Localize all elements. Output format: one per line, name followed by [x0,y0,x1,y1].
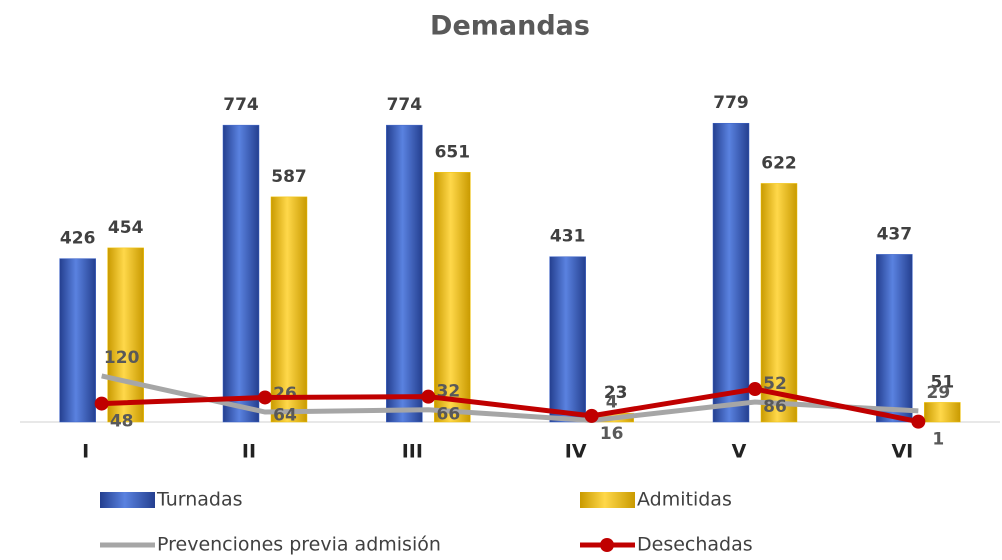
data-label: 26 [273,384,297,404]
data-label: 51 [930,372,954,392]
legend-label: Turnadas [156,489,243,511]
legend-swatch [580,492,635,508]
line [101,386,919,425]
data-label: 29 [926,383,950,403]
legend-swatch [100,492,155,508]
bar [270,196,308,423]
x-tick-label: IV [565,441,587,463]
legend-swatch [600,538,614,552]
line [101,373,919,423]
data-label: 774 [223,95,259,115]
x-tick-label: V [732,441,747,463]
data-label: 454 [108,218,144,238]
data-label: 779 [713,93,749,113]
legend-label: Prevenciones previa admisión [157,534,441,556]
x-tick-label: VI [891,441,913,463]
bar [222,124,260,423]
bar [434,172,471,423]
data-label: 774 [387,95,423,115]
line-point [748,382,762,397]
data-label: 1 [932,430,944,450]
data-label: 431 [550,227,586,247]
data-label: 86 [763,397,787,417]
data-label: 23 [604,383,628,403]
bar [876,254,913,423]
data-label: 437 [877,224,913,244]
data-label: 587 [271,167,307,187]
line-point [911,414,926,429]
legend-label: Admitidas [637,489,732,511]
data-label: 52 [763,374,787,394]
data-label: 651 [435,142,471,162]
chart-title: Demandas [430,11,590,42]
x-tick-label: II [242,441,256,463]
data-label: 48 [110,412,134,432]
bar [107,247,144,423]
data-label: 426 [60,229,96,249]
line-point [94,396,109,411]
data-label: 622 [761,153,797,173]
legend-label: Desechadas [637,534,753,556]
bar [386,124,423,423]
bar [712,122,750,423]
bar [924,402,961,423]
x-tick-label: I [82,441,89,463]
data-label: 16 [600,424,624,444]
bar [59,258,96,423]
data-label: 66 [436,405,460,425]
bar [549,256,586,423]
line-point [258,390,272,405]
line-point [421,389,436,404]
data-label: 64 [273,405,297,425]
data-label: 4 [606,392,618,412]
line-point [584,408,599,423]
x-tick-label: III [402,441,423,463]
bar [760,183,798,423]
data-label: 120 [104,348,140,368]
